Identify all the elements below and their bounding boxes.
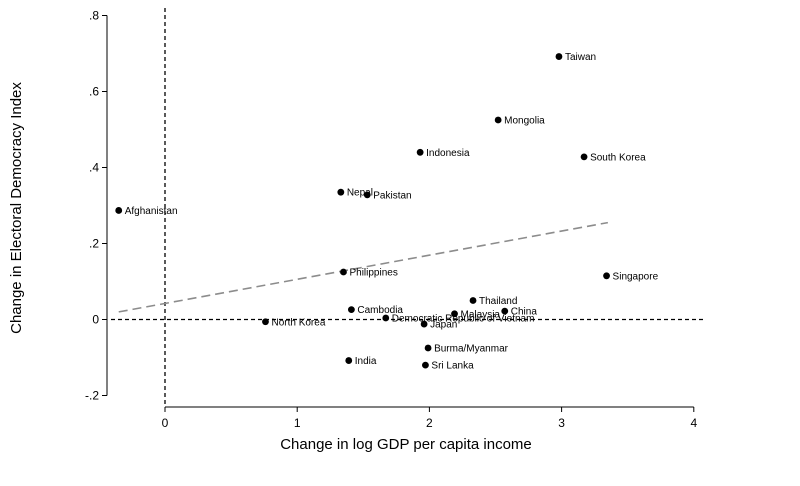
data-point	[115, 207, 123, 214]
data-point-label: Cambodia	[357, 305, 403, 316]
y-tick-label: .6	[89, 85, 99, 99]
fit-line-group	[118, 221, 609, 313]
data-point	[422, 361, 429, 369]
data-point	[469, 297, 477, 304]
data-point	[424, 344, 432, 352]
x-tick-label: 0	[162, 416, 169, 430]
y-axis-title: Change in Electoral Democracy Index	[8, 82, 25, 334]
data-point	[420, 320, 428, 328]
data-point	[501, 307, 509, 315]
data-point-label: Sri Lanka	[431, 361, 474, 372]
reference-lines	[111, 8, 703, 407]
y-tick-label: .8	[89, 9, 99, 23]
data-point-label: Thailand	[479, 296, 517, 307]
data-point	[494, 116, 502, 124]
data-point-label: Taiwan	[565, 52, 596, 63]
data-point-label: Pakistan	[373, 190, 411, 201]
data-point-label: India	[355, 356, 377, 367]
axes: -.2 0 .2 .4 .6 .8 0 1 2 3 4	[85, 9, 697, 431]
data-point	[580, 153, 588, 161]
y-tick-label: .2	[89, 237, 99, 251]
data-point	[363, 191, 371, 199]
data-point	[262, 318, 269, 326]
data-point-label: Afghanistan	[125, 206, 178, 217]
data-point	[348, 306, 355, 314]
data-point-label: Malaysia	[461, 309, 501, 320]
data-point-label: Democratic Republic of Vietnam	[392, 313, 535, 324]
data-point-label: Mongolia	[504, 116, 545, 127]
data-point-label: Burma/Myanmar	[434, 344, 509, 355]
data-point	[345, 357, 353, 364]
data-point	[451, 310, 458, 318]
x-tick-label: 4	[690, 416, 697, 430]
x-axis-title: Change in log GDP per capita income	[280, 436, 532, 453]
data-point-label: Indonesia	[426, 148, 470, 159]
y-tick-label: -.2	[85, 389, 99, 403]
y-tick-label: 0	[92, 313, 99, 327]
y-tick-label: .4	[89, 161, 99, 175]
data-point-label: North Korea	[271, 317, 325, 328]
data-point-label: Singapore	[613, 271, 659, 282]
data-point-label: Philippines	[349, 268, 397, 279]
data-point-label: Japan	[430, 320, 457, 331]
x-tick-label: 1	[294, 416, 301, 430]
data-point-label: Nepal	[347, 188, 373, 199]
data-point	[337, 188, 345, 196]
data-point	[555, 53, 563, 60]
data-point-label: China	[511, 307, 538, 318]
data-point-label: South Korea	[590, 152, 646, 163]
data-point	[382, 314, 390, 322]
fit-line	[118, 221, 609, 313]
data-point	[603, 272, 610, 280]
data-point	[340, 268, 347, 276]
x-tick-label: 3	[558, 416, 565, 430]
data-point	[416, 148, 424, 156]
x-tick-label: 2	[426, 416, 433, 430]
